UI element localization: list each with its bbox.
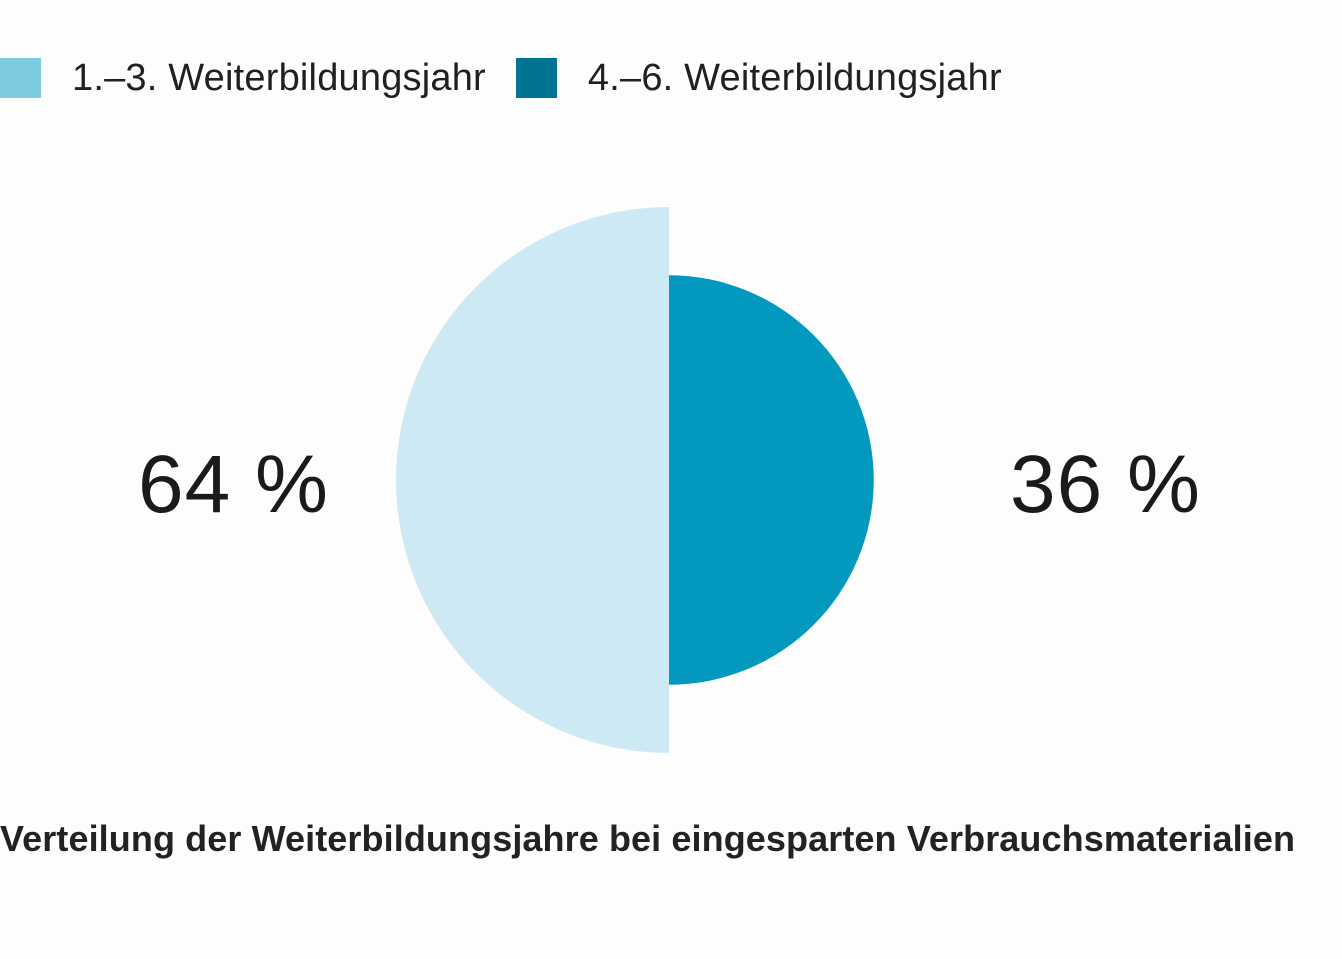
- legend-label-4-6: 4.–6. Weiterbildungsjahr: [587, 56, 1002, 99]
- legend-label-1-3: 1.–3. Weiterbildungsjahr: [72, 56, 486, 99]
- slice-1-3-weiterbildungsjahr: [396, 207, 669, 753]
- half-circle-chart: [396, 207, 874, 753]
- chart-title: Verteilung der Weiterbildungsjahre bei e…: [0, 818, 1296, 859]
- legend-item-4-6: 4.–6. Weiterbildungsjahr: [515, 56, 1002, 100]
- legend-swatch-4-6: [515, 58, 557, 98]
- value-label-4-6: 36 %: [1010, 439, 1201, 530]
- value-label-1-3: 64 %: [138, 439, 329, 530]
- slice-4-6-weiterbildungsjahr: [669, 275, 874, 685]
- chart-legend: 1.–3. Weiterbildungsjahr 4.–6. Weiterbil…: [0, 56, 1032, 100]
- legend-item-1-3: 1.–3. Weiterbildungsjahr: [0, 57, 486, 100]
- chart-area: 64 % 36 %: [0, 150, 1342, 790]
- legend-swatch-1-3: [0, 58, 41, 98]
